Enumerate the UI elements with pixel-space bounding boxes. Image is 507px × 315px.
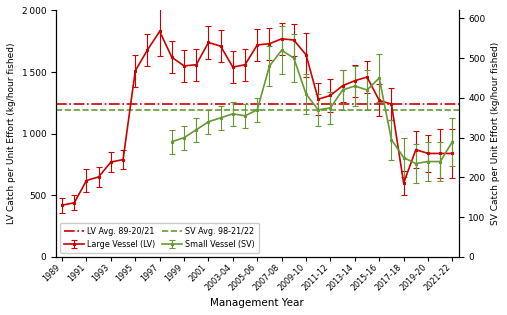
X-axis label: Management Year: Management Year: [210, 298, 304, 308]
Y-axis label: SV Catch per Unit Effort (kg/hour fished): SV Catch per Unit Effort (kg/hour fished…: [491, 42, 500, 225]
SV Avg. 98-21/22: [71, 108, 77, 112]
Legend: LV Avg. 89-20/21, Large Vessel (LV), SV Avg. 98-21/22, Small Vessel (SV): LV Avg. 89-20/21, Large Vessel (LV), SV …: [60, 223, 259, 253]
LV Avg. 89-20/21: [59, 102, 65, 106]
Y-axis label: LV Catch per Unit Effort (kg/hour fished): LV Catch per Unit Effort (kg/hour fished…: [7, 43, 16, 225]
LV Avg. 89-20/21: [71, 102, 77, 106]
SV Avg. 98-21/22: [59, 108, 65, 112]
